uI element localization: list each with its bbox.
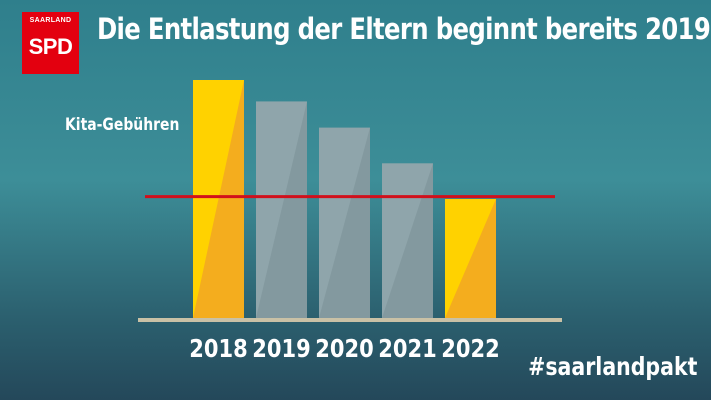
tick-label-2021: 2021 [378,335,436,363]
tick-label-2022: 2022 [441,335,499,363]
series-label: Kita-Gebühren [65,115,180,135]
tick-label-2018: 2018 [189,335,247,363]
hashtag: #saarlandpakt [527,352,697,381]
spd-logo: SAARLAND SPD [22,12,79,74]
tick-label-2020: 2020 [315,335,373,363]
bar-shade-2022 [445,199,496,318]
logo-party: SPD [28,34,73,59]
x-axis-baseline [138,318,562,322]
reference-line [145,195,555,199]
tick-label-2019: 2019 [252,335,310,363]
bar-shade-2019 [256,101,307,318]
bar-shade-2021 [382,163,433,318]
logo-region: SAARLAND [29,17,72,24]
bar-shade-2020 [319,127,370,318]
bar-shade-2018 [193,80,244,318]
